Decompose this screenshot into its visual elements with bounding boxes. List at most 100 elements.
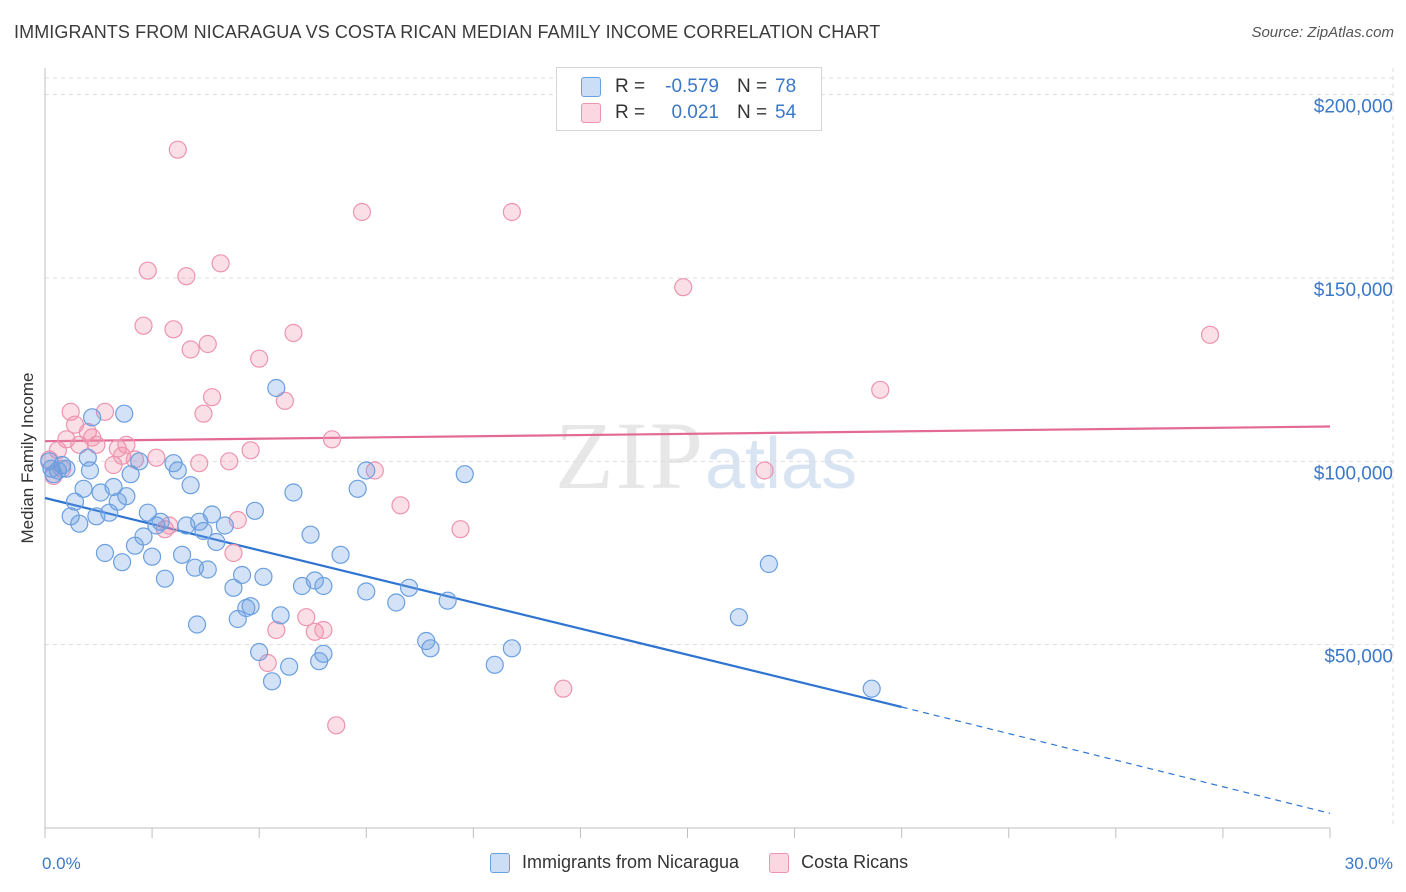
point-costa-rican [275, 391, 294, 410]
point-nicaragua [245, 501, 264, 520]
point-nicaragua [250, 642, 269, 662]
point-nicaragua [357, 461, 376, 480]
point-nicaragua [331, 545, 350, 564]
point-nicaragua [502, 639, 521, 658]
point-nicaragua [74, 479, 93, 498]
point-nicaragua [262, 672, 282, 691]
watermark-zip: ZIP [555, 402, 705, 509]
point-costa-rican [1200, 325, 1220, 344]
point-nicaragua [301, 525, 320, 544]
source-label: Source: ZipAtlas.com [1251, 24, 1394, 41]
n-label: N = [737, 102, 768, 123]
point-nicaragua [168, 461, 187, 480]
point-costa-rican [194, 404, 213, 423]
point-nicaragua [172, 545, 192, 564]
point-nicaragua [121, 465, 140, 484]
point-costa-rican [87, 435, 106, 454]
point-nicaragua [254, 567, 273, 586]
point-nicaragua [142, 547, 162, 566]
point-costa-rican [211, 254, 230, 273]
point-nicaragua [187, 615, 207, 634]
point-costa-rican [297, 608, 316, 627]
watermark: ZIPatlas [555, 400, 857, 511]
point-nicaragua [207, 532, 226, 552]
legend-swatch-blue [581, 77, 601, 97]
point-costa-rican [164, 320, 183, 339]
point-costa-rican [554, 679, 573, 698]
trend-line-costa-rican [44, 425, 1331, 443]
n-value: 54 [775, 102, 797, 123]
point-nicaragua [194, 521, 213, 541]
point-costa-rican [190, 454, 209, 473]
point-nicaragua [357, 582, 376, 601]
legend-item-costa-rican[interactable]: Costa Ricans [769, 852, 908, 873]
point-costa-rican [391, 496, 410, 515]
point-nicaragua [421, 639, 440, 658]
point-nicaragua [438, 591, 457, 610]
point-costa-rican [202, 388, 222, 407]
r-label: R = [615, 76, 646, 97]
point-nicaragua [267, 378, 286, 398]
point-costa-rican [871, 380, 890, 399]
point-nicaragua [95, 543, 115, 563]
point-costa-rican [352, 202, 372, 222]
x-tick-label-max: 30.0% [1345, 854, 1393, 873]
legend-swatch-pink [581, 103, 601, 123]
point-costa-rican [241, 441, 260, 460]
correlation-legend: R = -0.579 N = 78 R = 0.021 N = 54 [556, 67, 822, 131]
point-nicaragua [729, 608, 749, 627]
legend-label: Immigrants from Nicaragua [522, 852, 740, 872]
r-label: R = [615, 102, 646, 123]
legend-swatch-pink [769, 852, 790, 873]
point-nicaragua [455, 465, 474, 484]
point-costa-rican [181, 340, 200, 359]
chart-title: IMMIGRANTS FROM NICARAGUA VS COSTA RICAN… [14, 22, 881, 42]
legend-row-costa-rican: R = 0.021 N = 54 [581, 100, 796, 126]
legend-item-nicaragua[interactable]: Immigrants from Nicaragua [490, 852, 739, 873]
point-nicaragua [485, 655, 504, 674]
point-nicaragua [862, 679, 881, 698]
point-costa-rican [147, 448, 166, 467]
point-nicaragua [314, 576, 333, 596]
point-nicaragua [181, 476, 200, 495]
axis-layer [44, 68, 1331, 838]
y-axis-label: Median Family Income [18, 372, 37, 543]
watermark-atlas: atlas [705, 424, 858, 504]
legend-swatch-blue [490, 852, 510, 873]
n-value: 78 [775, 76, 797, 97]
r-value: 0.021 [671, 102, 719, 123]
point-costa-rican [267, 620, 286, 640]
point-nicaragua [198, 560, 217, 579]
trend-line-nicaragua [44, 496, 902, 709]
point-nicaragua [57, 459, 76, 478]
point-costa-rican [177, 267, 196, 286]
y-tick-label: $150,000 [1314, 280, 1393, 301]
point-nicaragua [130, 452, 149, 471]
point-nicaragua [399, 578, 419, 597]
point-nicaragua [115, 404, 134, 423]
point-costa-rican [322, 430, 342, 449]
points-layer [40, 140, 1220, 735]
trend-layer [44, 425, 1331, 814]
point-nicaragua [134, 527, 153, 546]
x-tick-label-min: 0.0% [42, 854, 81, 873]
point-nicaragua [83, 408, 102, 427]
point-costa-rican [134, 316, 153, 335]
point-costa-rican [284, 323, 303, 343]
series-legend: Immigrants from Nicaragua Costa Ricans [490, 852, 938, 873]
r-value: -0.579 [665, 76, 719, 97]
point-nicaragua [65, 492, 85, 511]
point-costa-rican [224, 543, 243, 563]
point-nicaragua [759, 554, 778, 574]
point-nicaragua [271, 606, 290, 625]
n-label: N = [737, 76, 768, 97]
point-costa-rican [674, 278, 693, 297]
point-costa-rican [168, 140, 187, 159]
y-tick-label: $200,000 [1314, 97, 1393, 118]
point-costa-rican [250, 349, 269, 368]
point-nicaragua [117, 487, 136, 506]
point-nicaragua [232, 565, 252, 585]
point-costa-rican [314, 620, 333, 640]
point-nicaragua [387, 593, 406, 612]
